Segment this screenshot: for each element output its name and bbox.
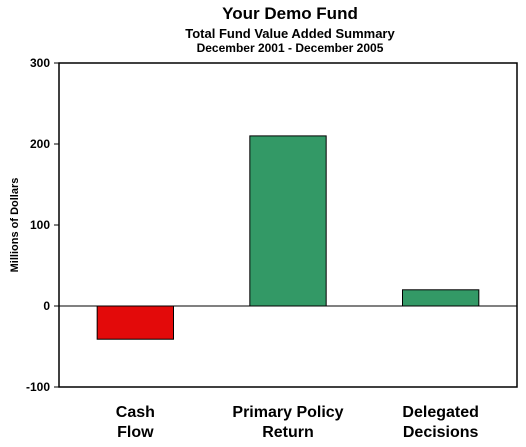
bar bbox=[402, 289, 480, 307]
y-tick-label: 0 bbox=[43, 299, 50, 313]
category-label: Delegated Decisions bbox=[402, 404, 478, 441]
y-tick-label: 100 bbox=[30, 218, 50, 232]
category-label: Primary Policy Return bbox=[232, 404, 343, 441]
category-label: Cash Flow bbox=[116, 404, 155, 441]
chart-subtitle: Total Fund Value Added Summary bbox=[185, 26, 395, 41]
chart-period: December 2001 - December 2005 bbox=[196, 41, 384, 55]
bar bbox=[249, 135, 327, 307]
x-axis: Cash Flow Primary Policy Return Delegated Dec… bbox=[116, 404, 479, 441]
chart-title: Your Demo Fund bbox=[222, 4, 358, 23]
y-axis-label: Millions of Dollars bbox=[9, 178, 21, 273]
y-axis: -100 0 100 200 300 bbox=[26, 56, 59, 394]
y-tick-label: 200 bbox=[30, 137, 50, 151]
bar bbox=[96, 305, 174, 340]
bars bbox=[96, 135, 480, 340]
y-tick-label: 300 bbox=[30, 56, 50, 70]
y-tick-label: -100 bbox=[26, 380, 50, 394]
